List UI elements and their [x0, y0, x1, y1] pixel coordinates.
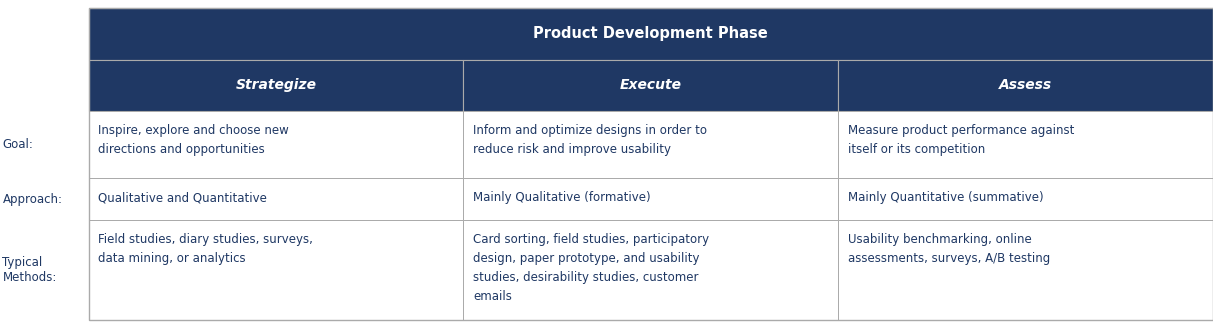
- Bar: [838, 220, 1213, 320]
- Bar: [89, 178, 463, 220]
- Text: Measure product performance against
itself or its competition: Measure product performance against itse…: [848, 124, 1075, 156]
- Bar: [463, 60, 838, 111]
- Bar: [89, 220, 463, 320]
- Bar: [838, 111, 1213, 178]
- Text: Execute: Execute: [620, 78, 682, 92]
- Bar: [89, 8, 1213, 60]
- Text: Assess: Assess: [1000, 78, 1052, 92]
- Bar: [463, 111, 838, 178]
- Text: Mainly Quantitative (summative): Mainly Quantitative (summative): [848, 191, 1043, 204]
- Bar: [838, 60, 1213, 111]
- Bar: [463, 220, 838, 320]
- Text: Approach:: Approach:: [2, 193, 62, 206]
- Text: Inform and optimize designs in order to
reduce risk and improve usability: Inform and optimize designs in order to …: [473, 124, 707, 156]
- Text: Qualitative and Quantitative: Qualitative and Quantitative: [98, 191, 267, 204]
- Text: Card sorting, field studies, participatory
design, paper prototype, and usabilit: Card sorting, field studies, participato…: [473, 233, 710, 303]
- Bar: [463, 178, 838, 220]
- Text: Typical
Methods:: Typical Methods:: [2, 256, 57, 284]
- Bar: [89, 60, 463, 111]
- Text: Field studies, diary studies, surveys,
data mining, or analytics: Field studies, diary studies, surveys, d…: [98, 233, 313, 265]
- Text: Usability benchmarking, online
assessments, surveys, A/B testing: Usability benchmarking, online assessmen…: [848, 233, 1050, 265]
- Text: Inspire, explore and choose new
directions and opportunities: Inspire, explore and choose new directio…: [98, 124, 289, 156]
- Text: Mainly Qualitative (formative): Mainly Qualitative (formative): [473, 191, 650, 204]
- Text: Product Development Phase: Product Development Phase: [534, 27, 768, 41]
- Text: Goal:: Goal:: [2, 138, 33, 151]
- Bar: [838, 178, 1213, 220]
- Text: Strategize: Strategize: [235, 78, 317, 92]
- Bar: [89, 111, 463, 178]
